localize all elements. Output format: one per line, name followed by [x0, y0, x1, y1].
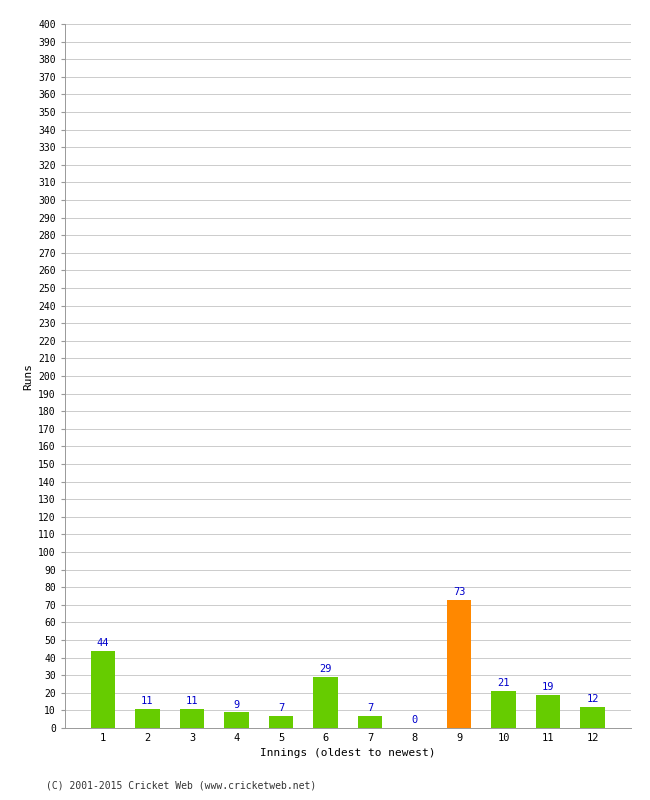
Bar	[179, 709, 204, 728]
Text: 73: 73	[453, 587, 465, 597]
Bar	[580, 707, 605, 728]
Text: 11: 11	[141, 696, 153, 706]
Text: 11: 11	[186, 696, 198, 706]
Bar	[536, 694, 560, 728]
X-axis label: Innings (oldest to newest): Innings (oldest to newest)	[260, 749, 436, 758]
Text: 21: 21	[497, 678, 510, 688]
Text: 9: 9	[233, 699, 240, 710]
Bar	[447, 599, 471, 728]
Bar	[91, 650, 115, 728]
Text: (C) 2001-2015 Cricket Web (www.cricketweb.net): (C) 2001-2015 Cricket Web (www.cricketwe…	[46, 781, 316, 790]
Text: 19: 19	[542, 682, 554, 692]
Bar	[358, 716, 382, 728]
Bar	[224, 712, 249, 728]
Text: 7: 7	[367, 703, 373, 713]
Bar	[135, 709, 160, 728]
Text: 0: 0	[411, 715, 418, 726]
Bar	[491, 691, 516, 728]
Text: 44: 44	[97, 638, 109, 648]
Bar	[313, 677, 338, 728]
Text: 7: 7	[278, 703, 284, 713]
Text: 29: 29	[319, 664, 332, 674]
Text: 12: 12	[586, 694, 599, 704]
Y-axis label: Runs: Runs	[23, 362, 32, 390]
Bar	[268, 716, 293, 728]
